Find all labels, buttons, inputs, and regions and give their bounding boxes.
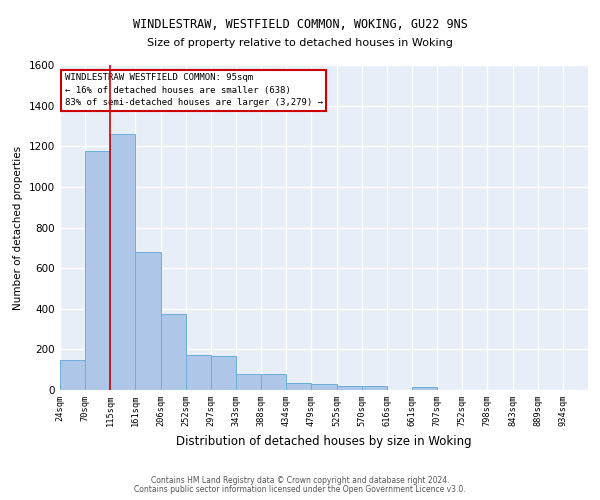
Text: Size of property relative to detached houses in Woking: Size of property relative to detached ho…: [147, 38, 453, 48]
Text: WINDLESTRAW, WESTFIELD COMMON, WOKING, GU22 9NS: WINDLESTRAW, WESTFIELD COMMON, WOKING, G…: [133, 18, 467, 30]
X-axis label: Distribution of detached houses by size in Woking: Distribution of detached houses by size …: [176, 434, 472, 448]
Bar: [236, 374, 261, 390]
Bar: [286, 383, 311, 390]
Y-axis label: Number of detached properties: Number of detached properties: [13, 146, 23, 310]
Bar: [161, 314, 186, 390]
Text: WINDLESTRAW WESTFIELD COMMON: 95sqm
← 16% of detached houses are smaller (638)
8: WINDLESTRAW WESTFIELD COMMON: 95sqm ← 16…: [65, 73, 323, 107]
Bar: [186, 356, 211, 390]
Bar: [362, 386, 387, 390]
Bar: [337, 386, 362, 390]
Bar: [110, 134, 136, 390]
Bar: [85, 152, 110, 390]
Bar: [412, 387, 437, 390]
Bar: [261, 374, 286, 390]
Bar: [211, 356, 236, 390]
Bar: [60, 360, 85, 390]
Bar: [136, 252, 161, 390]
Text: Contains public sector information licensed under the Open Government Licence v3: Contains public sector information licen…: [134, 485, 466, 494]
Text: Contains HM Land Registry data © Crown copyright and database right 2024.: Contains HM Land Registry data © Crown c…: [151, 476, 449, 485]
Bar: [311, 384, 337, 390]
